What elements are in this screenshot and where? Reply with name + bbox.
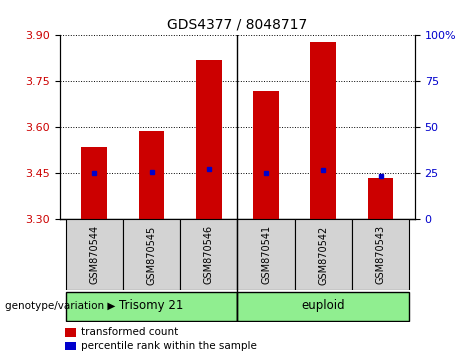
Text: GSM870543: GSM870543 <box>376 225 385 285</box>
Text: GSM870546: GSM870546 <box>204 225 214 285</box>
Text: euploid: euploid <box>301 299 345 312</box>
Text: Trisomy 21: Trisomy 21 <box>119 299 184 312</box>
Bar <box>253 91 279 219</box>
Title: GDS4377 / 8048717: GDS4377 / 8048717 <box>167 17 307 32</box>
FancyBboxPatch shape <box>237 292 409 321</box>
FancyBboxPatch shape <box>295 219 352 290</box>
FancyBboxPatch shape <box>65 219 123 290</box>
FancyBboxPatch shape <box>180 219 237 290</box>
Text: GSM870541: GSM870541 <box>261 225 271 285</box>
Text: GSM870542: GSM870542 <box>318 225 328 285</box>
Text: percentile rank within the sample: percentile rank within the sample <box>81 341 257 351</box>
Text: GSM870544: GSM870544 <box>89 225 99 285</box>
Bar <box>139 131 165 219</box>
Bar <box>82 147 107 219</box>
FancyBboxPatch shape <box>65 292 237 321</box>
FancyBboxPatch shape <box>237 219 295 290</box>
Text: transformed count: transformed count <box>81 327 178 337</box>
FancyBboxPatch shape <box>352 219 409 290</box>
Text: GSM870545: GSM870545 <box>147 225 157 285</box>
Text: genotype/variation ▶: genotype/variation ▶ <box>5 301 115 311</box>
FancyBboxPatch shape <box>123 219 180 290</box>
Bar <box>310 41 336 219</box>
Bar <box>368 178 393 219</box>
Bar <box>196 60 222 219</box>
